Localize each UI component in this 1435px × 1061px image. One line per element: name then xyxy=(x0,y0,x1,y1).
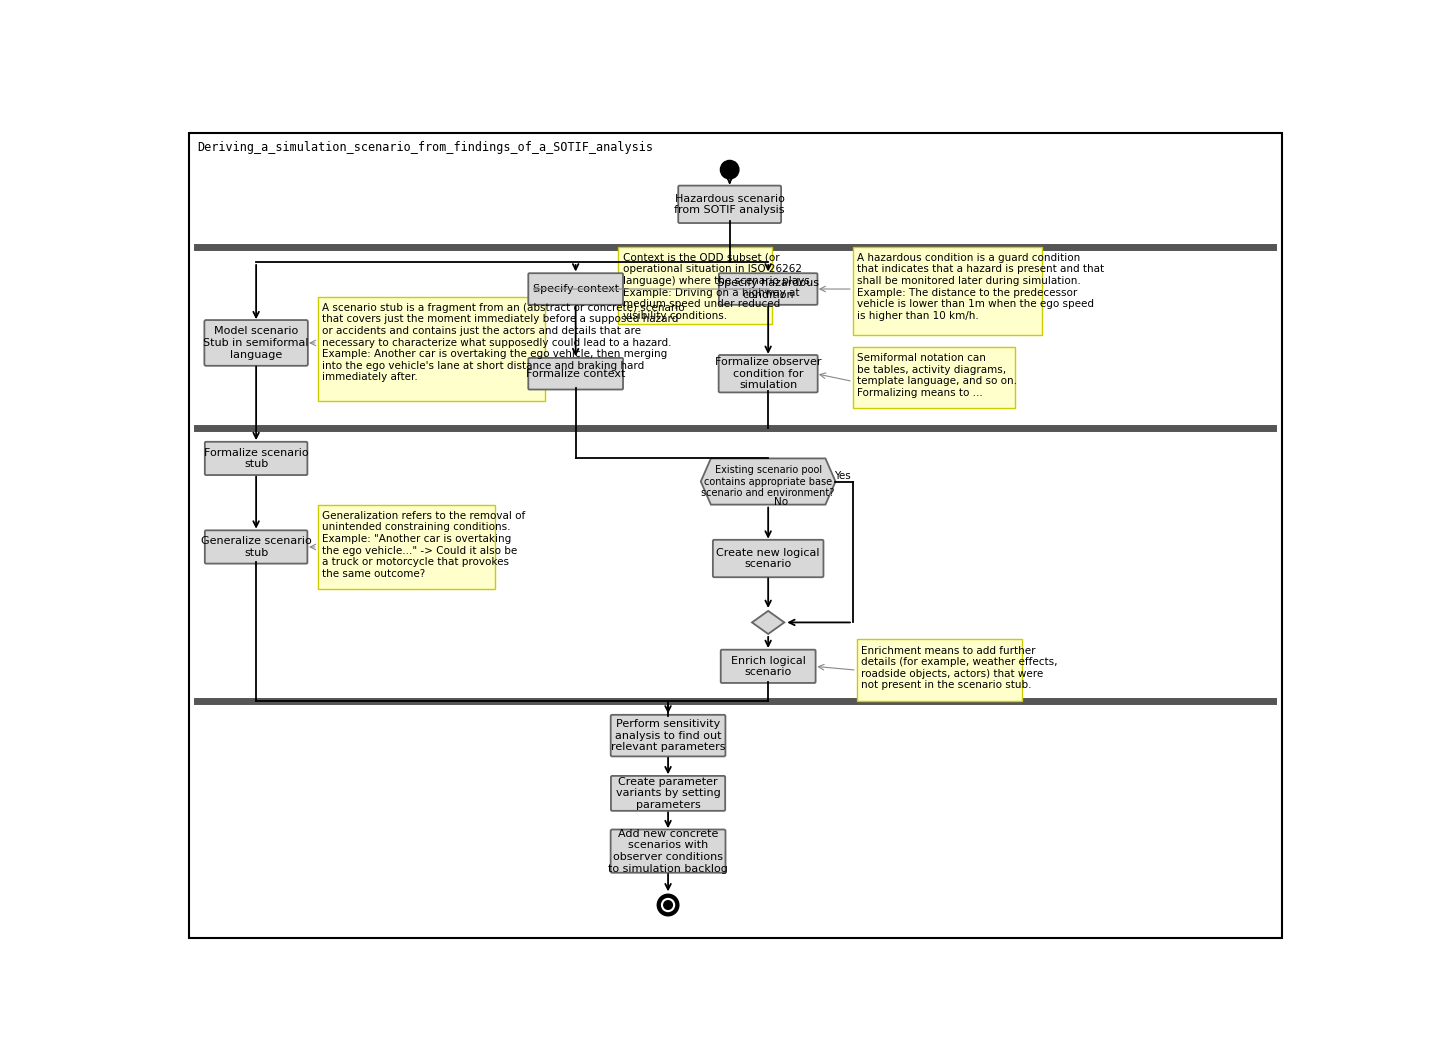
Text: Existing scenario pool
contains appropriate base
scenario and environment?: Existing scenario pool contains appropri… xyxy=(702,465,835,498)
Text: Create new logical
scenario: Create new logical scenario xyxy=(716,547,819,570)
Text: Semiformal notation can
be tables, activity diagrams,
template language, and so : Semiformal notation can be tables, activ… xyxy=(858,353,1017,398)
FancyBboxPatch shape xyxy=(189,134,1281,938)
FancyBboxPatch shape xyxy=(204,320,309,366)
Text: Generalization refers to the removal of
unintended constraining conditions.
Exam: Generalization refers to the removal of … xyxy=(323,510,525,579)
FancyBboxPatch shape xyxy=(528,358,623,389)
Text: Create parameter
variants by setting
parameters: Create parameter variants by setting par… xyxy=(616,777,720,810)
Circle shape xyxy=(720,160,739,179)
FancyBboxPatch shape xyxy=(205,530,307,563)
Text: Context is the ODD subset (or
operational situation in ISO 26262
language) where: Context is the ODD subset (or operationa… xyxy=(623,253,812,320)
FancyBboxPatch shape xyxy=(852,246,1042,335)
Text: A scenario stub is a fragment from an (abstract or concrete) scenario
that cover: A scenario stub is a fragment from an (a… xyxy=(323,302,684,382)
Text: Enrichment means to add further
details (for example, weather effects,
roadside : Enrichment means to add further details … xyxy=(861,645,1058,691)
Polygon shape xyxy=(700,458,835,505)
Text: Formalize scenario
stub: Formalize scenario stub xyxy=(204,448,309,469)
Circle shape xyxy=(664,901,673,909)
FancyBboxPatch shape xyxy=(719,274,818,305)
FancyBboxPatch shape xyxy=(317,505,495,589)
Text: Formalize context: Formalize context xyxy=(527,369,626,379)
Polygon shape xyxy=(752,611,785,634)
Text: Enrich logical
scenario: Enrich logical scenario xyxy=(730,656,805,677)
FancyBboxPatch shape xyxy=(317,297,545,401)
Circle shape xyxy=(657,894,679,916)
FancyBboxPatch shape xyxy=(611,715,726,756)
FancyBboxPatch shape xyxy=(611,830,726,873)
Text: Add new concrete
scenarios with
observer conditions
to simulation backlog: Add new concrete scenarios with observer… xyxy=(608,829,728,873)
FancyBboxPatch shape xyxy=(679,186,781,223)
Circle shape xyxy=(662,899,674,911)
FancyBboxPatch shape xyxy=(719,355,818,393)
FancyBboxPatch shape xyxy=(618,246,772,324)
FancyBboxPatch shape xyxy=(611,776,725,811)
Text: Formalize observer
condition for
simulation: Formalize observer condition for simulat… xyxy=(715,358,821,390)
FancyBboxPatch shape xyxy=(720,649,815,683)
Text: Deriving_a_simulation_scenario_from_findings_of_a_SOTIF_analysis: Deriving_a_simulation_scenario_from_find… xyxy=(197,141,653,154)
Text: Perform sensitivity
analysis to find out
relevant parameters: Perform sensitivity analysis to find out… xyxy=(611,719,725,752)
Text: Model scenario
Stub in semiformal
language: Model scenario Stub in semiformal langua… xyxy=(204,327,309,360)
Text: Specify hazardous
condition: Specify hazardous condition xyxy=(718,278,819,300)
Text: A hazardous condition is a guard condition
that indicates that a hazard is prese: A hazardous condition is a guard conditi… xyxy=(858,253,1105,320)
FancyBboxPatch shape xyxy=(852,347,1015,408)
FancyBboxPatch shape xyxy=(205,441,307,475)
FancyBboxPatch shape xyxy=(528,274,623,305)
Text: Specify context: Specify context xyxy=(532,284,618,294)
Text: No: No xyxy=(775,498,788,507)
FancyBboxPatch shape xyxy=(857,640,1022,701)
Text: Generalize scenario
stub: Generalize scenario stub xyxy=(201,536,311,558)
FancyBboxPatch shape xyxy=(713,540,824,577)
Text: Yes: Yes xyxy=(834,471,851,481)
Text: Hazardous scenario
from SOTIF analysis: Hazardous scenario from SOTIF analysis xyxy=(674,193,785,215)
